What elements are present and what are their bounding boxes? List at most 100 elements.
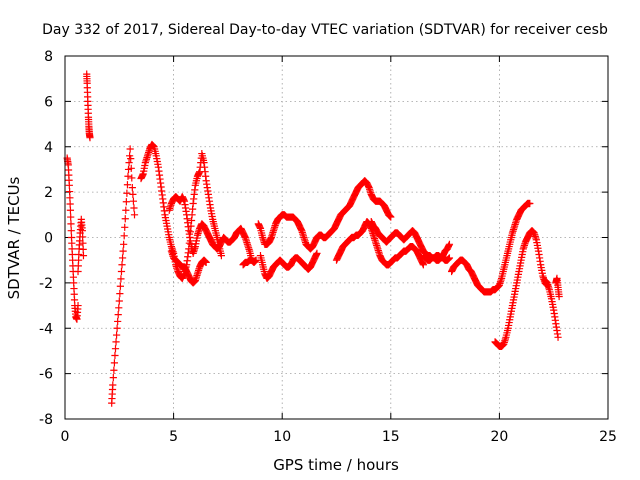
series-s9 xyxy=(254,177,395,253)
data-point xyxy=(554,333,562,341)
data-point xyxy=(111,345,120,353)
data-point xyxy=(114,317,122,326)
data-point xyxy=(67,213,75,221)
chart-title: Day 332 of 2017, Sidereal Day-to-day VTE… xyxy=(42,22,608,38)
data-point xyxy=(68,239,76,247)
data-point xyxy=(118,261,126,269)
data-point xyxy=(187,216,196,225)
data-point xyxy=(120,232,128,240)
series-s14 xyxy=(448,199,534,296)
data-point xyxy=(112,338,120,346)
data-point xyxy=(115,297,123,305)
data-point xyxy=(121,223,129,231)
plot-frame xyxy=(64,55,609,420)
data-point xyxy=(66,187,74,196)
data-point xyxy=(109,373,117,382)
y-tick-label: -8 xyxy=(39,412,53,428)
y-tick-label: -4 xyxy=(39,321,53,337)
data-point xyxy=(86,134,94,142)
x-tick-label: 5 xyxy=(169,429,178,445)
series-s13 xyxy=(419,252,454,264)
y-tick-label: -6 xyxy=(39,367,53,383)
data-point xyxy=(70,296,79,304)
data-point xyxy=(555,292,563,301)
series-s8 xyxy=(239,256,260,269)
data-point xyxy=(70,290,78,298)
series-s10 xyxy=(256,249,321,282)
data-point xyxy=(130,211,139,219)
data-point xyxy=(121,215,129,223)
y-tick-label: 0 xyxy=(44,231,53,247)
data-point xyxy=(122,206,130,214)
data-point xyxy=(217,252,225,260)
y-tick-label: 6 xyxy=(44,94,53,110)
series-s16 xyxy=(541,277,562,341)
data-point xyxy=(112,331,121,339)
y-tick-label: 2 xyxy=(44,185,53,201)
data-point xyxy=(70,284,78,293)
data-point xyxy=(128,183,136,192)
data-point xyxy=(445,254,454,262)
data-point xyxy=(79,233,87,241)
data-point xyxy=(113,324,121,332)
data-point xyxy=(69,256,77,264)
data-point xyxy=(110,359,119,367)
series-s11 xyxy=(332,218,427,269)
data-point xyxy=(68,245,76,253)
series-s7 xyxy=(167,247,210,287)
series-s1 xyxy=(63,154,82,323)
x-tick-label: 0 xyxy=(61,429,70,445)
series-s3 xyxy=(83,70,94,142)
data-point xyxy=(66,194,74,202)
x-axis-label: GPS time / hours xyxy=(273,456,399,474)
data-point xyxy=(118,254,127,262)
data-point xyxy=(110,366,118,374)
data-point xyxy=(124,172,132,180)
series-s2 xyxy=(74,215,88,276)
data-point xyxy=(130,204,138,212)
axis-ticks: 0 5 10 15 20 25 -8 -6 -4 -2 0 2 4 6 8 xyxy=(39,49,617,445)
data-point xyxy=(66,200,74,208)
data-point xyxy=(116,282,124,290)
data-point xyxy=(115,304,123,312)
data-point xyxy=(79,245,87,254)
data-point xyxy=(74,262,82,270)
data-point xyxy=(109,381,117,389)
data-point xyxy=(78,227,86,235)
x-tick-label: 10 xyxy=(273,429,291,445)
data-point xyxy=(129,190,137,198)
data-point xyxy=(117,267,126,276)
x-tick-label: 15 xyxy=(382,429,400,445)
x-tick-label: 20 xyxy=(490,429,508,445)
data-point xyxy=(127,164,135,172)
data-point xyxy=(67,233,76,242)
data-point xyxy=(123,189,131,197)
data-point xyxy=(66,206,75,214)
data-point xyxy=(75,250,83,259)
data-point xyxy=(126,152,134,160)
data-point xyxy=(74,256,83,264)
y-tick-label: -2 xyxy=(39,276,53,292)
series-s17 xyxy=(552,274,563,301)
series-s4 xyxy=(108,145,139,407)
data-point xyxy=(313,249,321,257)
data-point xyxy=(114,311,122,319)
data-point xyxy=(119,247,127,255)
data-points xyxy=(63,70,563,407)
data-point xyxy=(79,252,88,260)
data-point xyxy=(120,240,128,248)
data-point xyxy=(74,301,82,310)
data-point xyxy=(79,239,87,247)
data-point xyxy=(125,159,133,167)
y-axis-label: SDTVAR / TECUs xyxy=(5,176,23,299)
data-point xyxy=(116,290,124,298)
data-point xyxy=(117,275,125,283)
data-point xyxy=(189,205,197,213)
data-point xyxy=(129,197,138,205)
data-point xyxy=(111,351,119,360)
data-point xyxy=(67,220,75,228)
data-point xyxy=(387,213,395,221)
x-tick-label: 25 xyxy=(599,429,617,445)
